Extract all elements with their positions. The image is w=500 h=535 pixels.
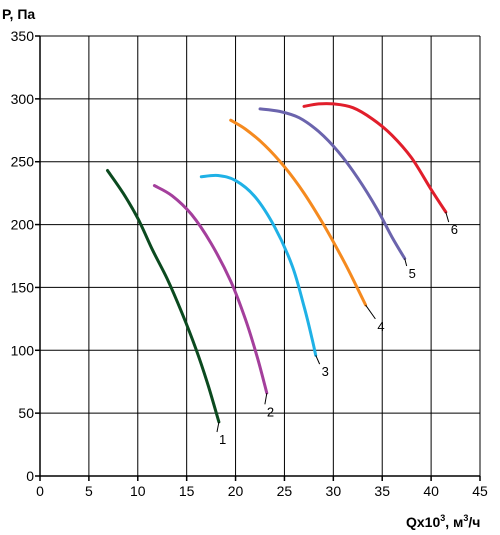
series-leader-6 [445,211,450,223]
series-label-3: 3 [322,364,329,379]
series-line-1 [106,169,221,424]
x-tick-label-45: 45 [472,483,488,499]
y-tick-label-350: 350 [11,28,35,44]
y-axis-label: P, Па [2,6,35,22]
x-tick-label-30: 30 [326,483,342,499]
axes [35,35,481,481]
series-line-6 [302,102,448,214]
series-line-5 [258,107,407,260]
x-tick-label-5: 5 [85,483,93,499]
series-label-1: 1 [219,432,226,447]
series-line-3 [199,173,318,357]
y-tick-label-0: 0 [26,468,34,484]
series-leader-5 [404,258,408,267]
y-tick-label-50: 50 [18,405,34,421]
series-label-5: 5 [409,266,416,281]
series-label-2: 2 [267,404,274,419]
y-tick-label-200: 200 [11,217,35,233]
gridlines [40,35,481,476]
x-tick-label-25: 25 [277,483,293,499]
curve-labels: 1 2 3 4 5 6 [219,222,458,447]
series-leader-4 [365,304,376,320]
x-tick-label-35: 35 [374,483,390,499]
series-leader-1 [216,421,220,433]
x-tick-label-0: 0 [36,483,44,499]
series-line-4 [229,118,368,307]
series-leader-3 [315,355,321,365]
x-tick-label-40: 40 [423,483,439,499]
x-tick-label-10: 10 [130,483,146,499]
series-leader-2 [264,392,268,405]
x-tick-label-20: 20 [228,483,244,499]
y-tick-label-250: 250 [11,154,35,170]
x-tick-label-15: 15 [179,483,195,499]
y-tick-label-100: 100 [11,342,35,358]
y-tick-label-150: 150 [11,279,35,295]
series-lines [106,102,450,433]
series-label-6: 6 [451,222,458,237]
y-tick-label-300: 300 [11,91,35,107]
x-axis-label: Qx103, м3/ч [406,513,480,530]
series-line-2 [152,184,269,395]
series-label-4: 4 [377,319,384,334]
